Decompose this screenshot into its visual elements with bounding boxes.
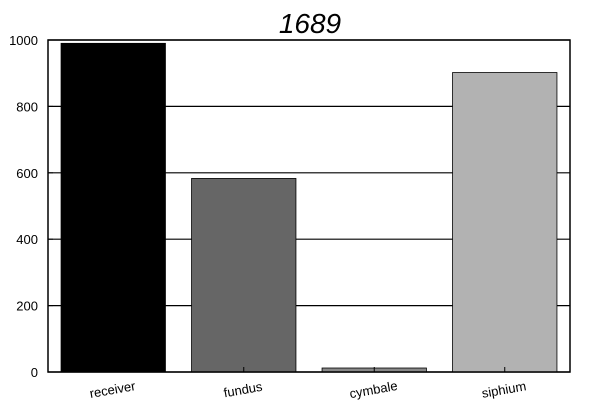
y-tick-label: 400 [16, 232, 38, 247]
y-tick-label: 0 [31, 365, 38, 380]
bar-siphium [452, 72, 558, 373]
bars [60, 42, 558, 373]
x-tick-label: fundus [222, 379, 264, 400]
y-tick-label: 800 [16, 99, 38, 114]
x-tick-label: siphium [481, 378, 528, 400]
x-tick-label: cymbale [348, 378, 398, 400]
y-axis-ticks: 0 200 400 600 800 1000 [9, 33, 53, 380]
x-tick-label: receiver [88, 378, 137, 400]
y-tick-label: 1000 [9, 33, 38, 48]
plot-frame [47, 39, 571, 373]
y-tick-label: 600 [16, 166, 38, 181]
chart-title: 1689 [279, 8, 341, 39]
bar-receiver [60, 42, 166, 373]
y-tick-label: 200 [16, 299, 38, 314]
x-axis-ticks: receiver fundus cymbale siphium [88, 367, 527, 400]
bar-fundus [191, 178, 297, 373]
